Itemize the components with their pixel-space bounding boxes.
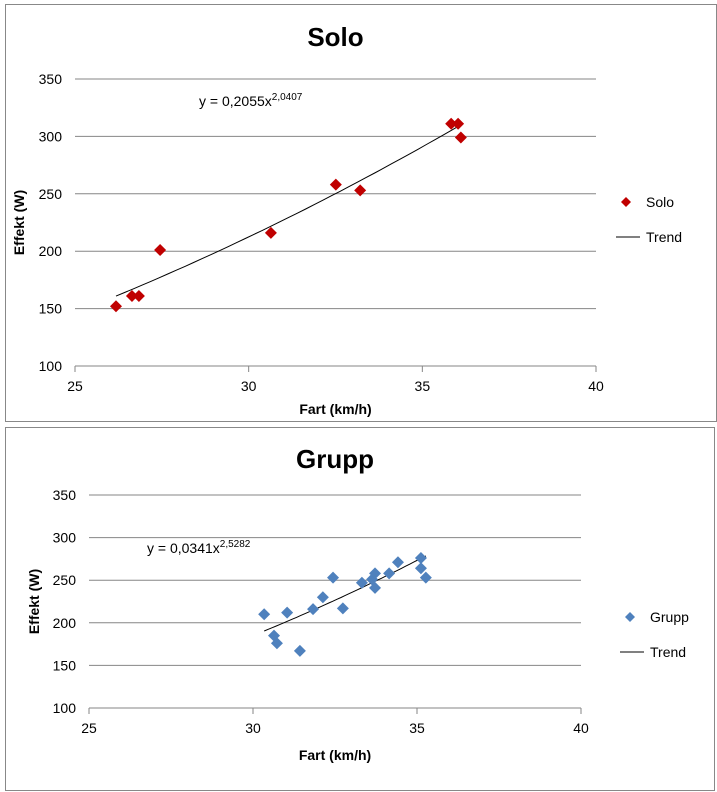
data-point: [391, 556, 404, 569]
equation-base: y = 0,2055x: [199, 93, 272, 109]
data-point: [316, 591, 329, 604]
data-point: [383, 567, 396, 580]
data-point: [125, 289, 138, 302]
data-point: [419, 571, 432, 584]
chart-title: Grupp: [296, 444, 374, 474]
y-tick-label: 100: [53, 700, 77, 716]
data-point: [414, 552, 427, 565]
y-tick-label: 300: [39, 128, 63, 144]
equation-exponent: 2,0407: [272, 92, 303, 103]
legend-marker: [625, 612, 635, 622]
x-axis-label: Fart (km/h): [299, 401, 371, 417]
data-point: [354, 184, 367, 197]
data-point: [454, 131, 467, 144]
data-point: [293, 644, 306, 657]
x-tick-label: 35: [409, 720, 425, 736]
x-tick-label: 30: [245, 720, 261, 736]
legend-series-label: Solo: [646, 194, 674, 210]
trendline: [264, 555, 427, 632]
data-point: [264, 226, 277, 239]
y-tick-label: 200: [39, 243, 63, 259]
y-tick-label: 350: [53, 487, 77, 503]
data-point: [445, 117, 458, 130]
y-tick-label: 350: [39, 71, 63, 87]
trend-equation: y = 0,0341x2,5282: [147, 539, 251, 556]
data-point: [336, 602, 349, 615]
x-tick-label: 25: [67, 378, 83, 394]
y-tick-label: 200: [53, 615, 77, 631]
x-axis-label: Fart (km/h): [299, 747, 371, 763]
x-tick-label: 25: [81, 720, 97, 736]
legend-trend-label: Trend: [650, 644, 686, 660]
data-point: [369, 581, 382, 594]
data-point: [355, 576, 368, 589]
data-point: [414, 562, 427, 575]
grupp-chart-frame: [5, 427, 715, 791]
solo-chart: Solo 100 150 200 250 300 350 25 30 35 40 Fart (km/h…: [11, 22, 682, 417]
x-tick-label: 30: [241, 378, 257, 394]
x-tick-label: 35: [415, 378, 431, 394]
data-point: [258, 608, 271, 621]
legend-trend-label: Trend: [646, 229, 682, 245]
data-point: [307, 603, 320, 616]
data-point: [154, 244, 167, 257]
data-point: [369, 567, 382, 580]
x-tick-label: 40: [588, 378, 604, 394]
data-point: [281, 606, 294, 619]
y-axis-label: Effekt (W): [26, 569, 42, 634]
equation-base: y = 0,0341x: [147, 540, 220, 556]
data-point: [452, 117, 465, 130]
y-tick-label: 300: [53, 530, 77, 546]
x-tick-label: 40: [573, 720, 589, 736]
data-point: [109, 300, 122, 313]
y-tick-label: 150: [39, 301, 63, 317]
legend-marker: [621, 197, 631, 207]
solo-chart-frame: [5, 4, 717, 422]
grupp-chart: Grupp 100 150 200 250 300 350 25 30 35 40 Fart (km/…: [26, 444, 689, 763]
legend-series-label: Grupp: [650, 609, 689, 625]
y-tick-label: 150: [53, 657, 77, 673]
y-tick-label: 250: [39, 186, 63, 202]
data-point: [132, 289, 145, 302]
data-point: [270, 637, 283, 650]
y-tick-label: 250: [53, 572, 77, 588]
data-point: [327, 571, 340, 584]
data-point: [329, 178, 342, 191]
y-axis-label: Effekt (W): [11, 190, 27, 255]
chart-title: Solo: [307, 22, 363, 52]
trendline: [115, 124, 462, 297]
trend-equation: y = 0,2055x2,0407: [199, 92, 303, 109]
y-tick-label: 100: [39, 358, 63, 374]
equation-exponent: 2,5282: [220, 539, 251, 550]
